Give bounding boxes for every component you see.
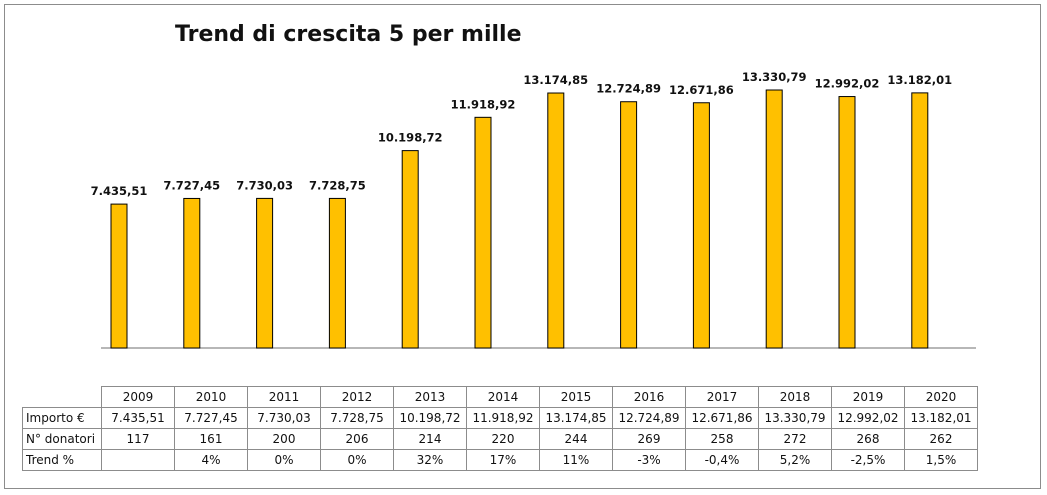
table-cell: 7.728,75 — [320, 407, 394, 429]
year-header-2010: 2010 — [174, 386, 248, 408]
year-header-2015: 2015 — [539, 386, 613, 408]
data-label-2016: 12.724,89 — [596, 82, 661, 96]
year-header-2009: 2009 — [101, 386, 175, 408]
data-label-2009: 7.435,51 — [91, 184, 148, 198]
data-label-2013: 10.198,72 — [378, 131, 443, 145]
table-cell: 11% — [539, 449, 613, 471]
table-cell: -3% — [612, 449, 686, 471]
data-label-2012: 7.728,75 — [309, 178, 366, 192]
table-cell: 0% — [247, 449, 321, 471]
table-cell: -0,4% — [685, 449, 759, 471]
table-cell: 214 — [393, 428, 467, 450]
bar-2015 — [547, 92, 565, 349]
data-table: 2009 2010 2011 2012 2013 2014 2015 2016 2017 2018… — [22, 386, 978, 471]
table-cell: 4% — [174, 449, 248, 471]
row-label: Importo € — [22, 407, 102, 429]
bar-2011 — [256, 197, 274, 349]
data-label-2019: 12.992,02 — [815, 77, 880, 91]
table-cell: 7.435,51 — [101, 407, 175, 429]
data-label-2011: 7.730,03 — [236, 178, 293, 192]
year-header-2012: 2012 — [320, 386, 394, 408]
year-header-2011: 2011 — [247, 386, 321, 408]
table-row: Trend % 4% 0% 0% 32% 17% 11% -3% -0,4% 5,2% -2,5% 1… — [22, 449, 978, 471]
data-label-2010: 7.727,45 — [163, 178, 220, 192]
table-cell: 17% — [466, 449, 540, 471]
table-cell: 11.918,92 — [466, 407, 540, 429]
row-label: N° donatori — [22, 428, 102, 450]
table-cell: 220 — [466, 428, 540, 450]
bar-2016 — [620, 101, 638, 349]
table-cell: 258 — [685, 428, 759, 450]
year-header-2013: 2013 — [393, 386, 467, 408]
year-header-2020: 2020 — [904, 386, 978, 408]
table-header-row: 2009 2010 2011 2012 2013 2014 2015 2016 2017 2018… — [23, 386, 978, 408]
table-cell: 117 — [101, 428, 175, 450]
table-cell: 13.182,01 — [904, 407, 978, 429]
year-header-2016: 2016 — [612, 386, 686, 408]
bar-2019 — [838, 96, 856, 349]
data-label-2014: 11.918,92 — [451, 97, 516, 111]
table-cell: 32% — [393, 449, 467, 471]
table-cell: 272 — [758, 428, 832, 450]
table-cell: 13.330,79 — [758, 407, 832, 429]
table-cell: 12.992,02 — [831, 407, 905, 429]
bar-plot: 7.435,51 7.727,45 7.730,03 7.728,75 10.198,7… — [91, 70, 976, 349]
table-cell — [101, 449, 175, 471]
data-label-2015: 13.174,85 — [523, 73, 588, 87]
year-header-2018: 2018 — [758, 386, 832, 408]
table-cell: -2,5% — [831, 449, 905, 471]
data-label-2020: 13.182,01 — [887, 73, 952, 87]
year-header-2017: 2017 — [685, 386, 759, 408]
bar-2018 — [765, 89, 783, 349]
table-cell: 12.724,89 — [612, 407, 686, 429]
table-corner — [23, 387, 102, 408]
data-label-2017: 12.671,86 — [669, 83, 734, 97]
table-cell: 7.727,45 — [174, 407, 248, 429]
table-cell: 268 — [831, 428, 905, 450]
table-cell: 262 — [904, 428, 978, 450]
bar-2009 — [110, 203, 128, 349]
row-label: Trend % — [22, 449, 102, 471]
table-cell: 7.730,03 — [247, 407, 321, 429]
table-cell: 12.671,86 — [685, 407, 759, 429]
table-cell: 1,5% — [904, 449, 978, 471]
table-cell: 10.198,72 — [393, 407, 467, 429]
table-cell: 200 — [247, 428, 321, 450]
table-cell: 206 — [320, 428, 394, 450]
bar-2014 — [474, 116, 492, 349]
bar-2012 — [328, 197, 346, 349]
bar-2020 — [911, 92, 929, 349]
table-row: Importo €7.435,51 7.727,45 7.730,03 7.728,7… — [22, 407, 978, 429]
bar-2013 — [401, 150, 419, 349]
table-cell: 161 — [174, 428, 248, 450]
table-row: N° donatori 117 161 200 206 214 220 244 269 258 27… — [22, 428, 978, 450]
table-cell: 5,2% — [758, 449, 832, 471]
chart-title: Trend di crescita 5 per mille — [175, 22, 522, 47]
year-header-2014: 2014 — [466, 386, 540, 408]
table-cell: 13.174,85 — [539, 407, 613, 429]
table-cell: 269 — [612, 428, 686, 450]
year-header-2019: 2019 — [831, 386, 905, 408]
table-cell: 244 — [539, 428, 613, 450]
bar-2017 — [692, 102, 710, 349]
table-cell: 0% — [320, 449, 394, 471]
bar-2010 — [183, 197, 201, 349]
data-label-2018: 13.330,79 — [742, 70, 807, 84]
